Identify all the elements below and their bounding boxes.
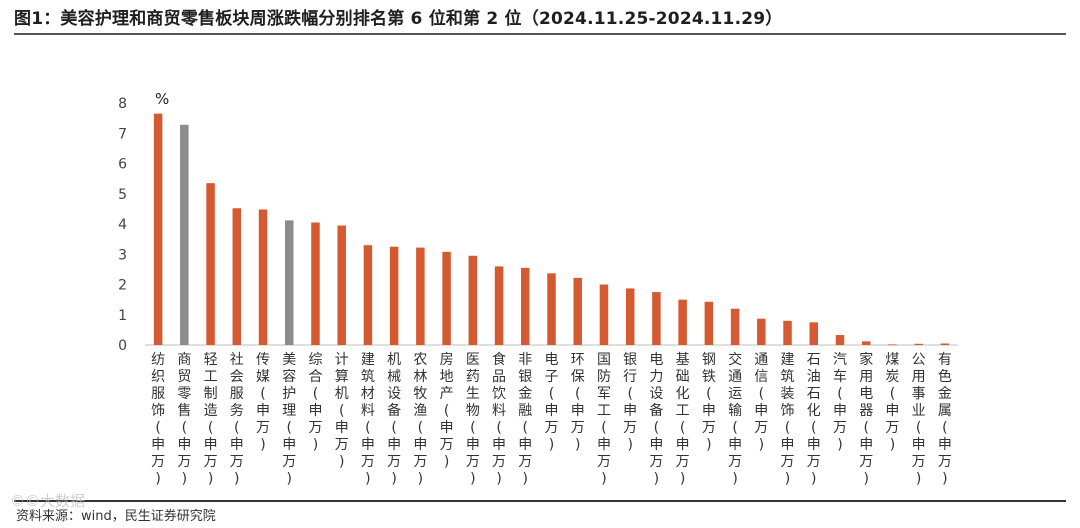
bar — [337, 225, 346, 345]
category-label: 轻工制造(申万) — [204, 352, 218, 487]
category-label: 社会服务(申万) — [230, 352, 244, 487]
category-label: 非银金融(申万) — [518, 352, 532, 487]
bar — [521, 267, 530, 345]
category-label: 电子(申万) — [545, 352, 559, 453]
category-label: 通信(申万) — [754, 352, 768, 453]
category-label: 食品饮料(申万) — [492, 351, 506, 487]
bar-chart: 0 1 2 3 4 5 6 7 8 % 纺织服饰(申万) 商贸零售(申万) 轻工制造(申万) 社会服务(申… — [118, 90, 958, 487]
bar — [363, 245, 373, 345]
category-label: 机械设备(申万) — [387, 352, 401, 487]
category-label: 建筑材料(申万) — [361, 352, 375, 487]
bar — [783, 320, 792, 345]
category-label: 电力设备(申万) — [649, 352, 663, 487]
category-label: 汽车(申万) — [833, 352, 847, 453]
bar — [468, 255, 478, 345]
bar — [625, 288, 635, 345]
category-label: 综合(申万) — [308, 352, 322, 453]
y-tick-label: 6 — [118, 157, 127, 173]
y-tick-label: 0 — [118, 338, 127, 354]
bar — [258, 209, 268, 345]
bar — [232, 208, 242, 345]
bar — [809, 322, 819, 345]
bar — [835, 335, 845, 345]
bar — [730, 308, 740, 345]
category-label: 医药生物(申万) — [466, 352, 480, 487]
category-label: 煤炭(申万) — [885, 352, 899, 453]
bar — [311, 222, 320, 345]
y-tick-label: 4 — [118, 217, 127, 233]
chart-title: 图1：美容护理和商贸零售板块周涨跌幅分别排名第 6 位和第 2 位（2024.1… — [14, 9, 783, 29]
bar — [940, 343, 950, 345]
category-label: 公用事业(申万) — [912, 352, 926, 487]
footer-rule — [14, 500, 1066, 502]
bar — [180, 124, 189, 345]
y-tick-label: 1 — [118, 308, 127, 324]
bar — [389, 246, 399, 345]
source-note: 资料来源：wind，民生证券研究院 — [16, 509, 216, 524]
y-tick-label: 7 — [118, 126, 127, 142]
category-label: 计算机(申万) — [335, 352, 349, 470]
unit-label: % — [155, 90, 169, 108]
bar — [494, 266, 504, 345]
category-label: 国防军工(申万) — [597, 352, 611, 487]
category-label: 石油石化(申万) — [807, 352, 821, 487]
bar — [206, 183, 215, 345]
y-tick-label: 5 — [118, 187, 127, 203]
category-label: 钢铁(申万) — [702, 352, 716, 453]
title-rule — [14, 33, 1066, 35]
watermark: ©©大数据 — [10, 492, 86, 510]
category-label: 房地产(申万) — [440, 352, 454, 470]
bar — [888, 344, 897, 346]
category-label: 环保(申万) — [571, 352, 585, 453]
bar — [652, 292, 661, 345]
category-label: 银行(申万) — [623, 352, 637, 453]
y-tick-label: 2 — [118, 278, 127, 294]
category-label: 传媒(申万) — [256, 352, 270, 453]
bar — [914, 343, 923, 345]
y-tick-label: 8 — [118, 96, 127, 112]
bar — [599, 284, 609, 345]
category-label: 交通运输(申万) — [728, 351, 742, 487]
category-label: 有色金属(申万) — [938, 352, 952, 487]
bar — [678, 299, 687, 345]
category-label: 农林牧渔(申万) — [413, 352, 427, 487]
bar — [442, 251, 451, 345]
bar — [284, 220, 294, 345]
category-label: 家用电器(申万) — [859, 351, 873, 487]
category-label: 建筑装饰(申万) — [781, 352, 795, 487]
bar — [416, 247, 425, 345]
category-label: 基础化工(申万) — [676, 351, 690, 487]
category-label: 纺织服饰(申万) — [151, 352, 165, 487]
bar — [547, 273, 556, 345]
y-tick-label: 3 — [118, 247, 127, 263]
bar — [861, 341, 871, 345]
category-label: 商贸零售(申万) — [177, 352, 191, 487]
bar — [704, 301, 714, 345]
category-label: 美容护理(申万) — [282, 352, 296, 487]
bar — [757, 318, 766, 345]
bar — [573, 277, 582, 345]
bar — [153, 113, 163, 346]
